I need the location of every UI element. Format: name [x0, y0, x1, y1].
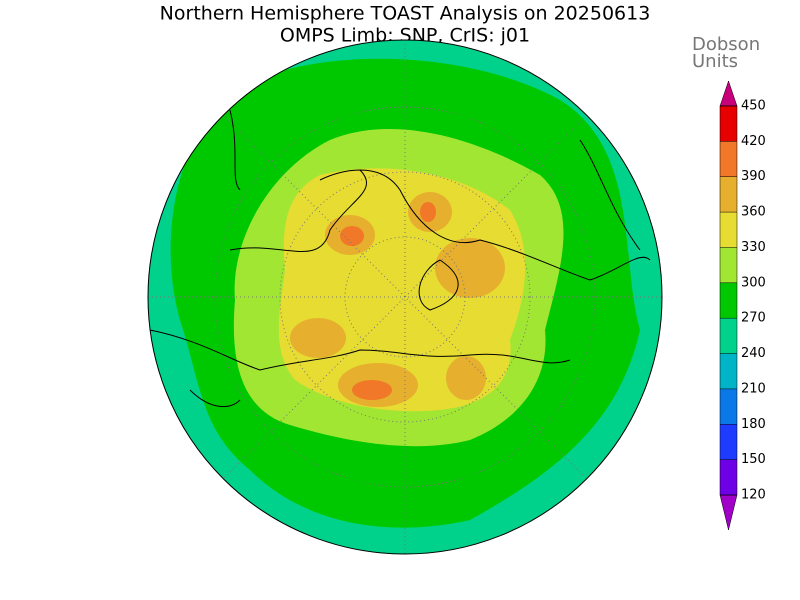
colorbar-tick-label: 180: [741, 417, 766, 432]
units-label: Dobson: [692, 34, 760, 55]
meridian: [148, 40, 662, 554]
colorbar-segment: [720, 212, 737, 248]
ozone-region: [446, 356, 486, 400]
colorbar-tick-label: 270: [741, 311, 766, 326]
colorbar-tick-label: 360: [741, 205, 766, 220]
coastline: [149, 109, 651, 408]
ozone-region: [420, 202, 436, 222]
map-border: [147, 39, 663, 555]
ozone-region: [290, 318, 346, 358]
colorbar-segment: [720, 247, 737, 283]
colorbar-segment: [720, 424, 737, 460]
colorbar-segment: [720, 106, 737, 142]
colorbar-tick-label: 450: [741, 99, 766, 114]
colorbar-segment: [720, 176, 737, 213]
colorbar-segment: [720, 318, 737, 354]
colorbar-tick-label: 150: [741, 452, 766, 467]
ozone-region: [340, 226, 364, 246]
colorbar-segment: [720, 282, 737, 319]
colorbar-segment: [720, 353, 737, 389]
title: Northern Hemisphere TOAST Analysis on 20…: [160, 3, 651, 25]
colorbar-frame: [719, 105, 738, 496]
colorbar-tick-label: 210: [741, 381, 766, 396]
colorbar: 120 150 180 210 240 270 300 330 360 390 420 450: [719, 80, 766, 531]
colorbar-segment: [720, 141, 737, 177]
colorbar-tick-label: 240: [741, 346, 766, 361]
colorbar-tick-label: 330: [741, 240, 766, 255]
colorbar-extend: [719, 80, 738, 107]
colorbar-extend: [719, 494, 738, 531]
latitude-circle: [214, 106, 596, 488]
units-label: Units: [692, 51, 738, 72]
colorbar-tick-label: 420: [741, 134, 766, 149]
colorbar-segment: [720, 388, 737, 425]
colorbar-tick-label: 390: [741, 169, 766, 184]
map: [147, 39, 663, 555]
subtitle: OMPS Limb: SNP, CrIS: j01: [280, 25, 530, 47]
ozone-region: [352, 380, 392, 400]
ozone-region: [435, 238, 505, 298]
colorbar-tick-label: 300: [741, 275, 766, 290]
colorbar-tick-label: 120: [741, 488, 766, 503]
colorbar-segment: [720, 459, 737, 495]
